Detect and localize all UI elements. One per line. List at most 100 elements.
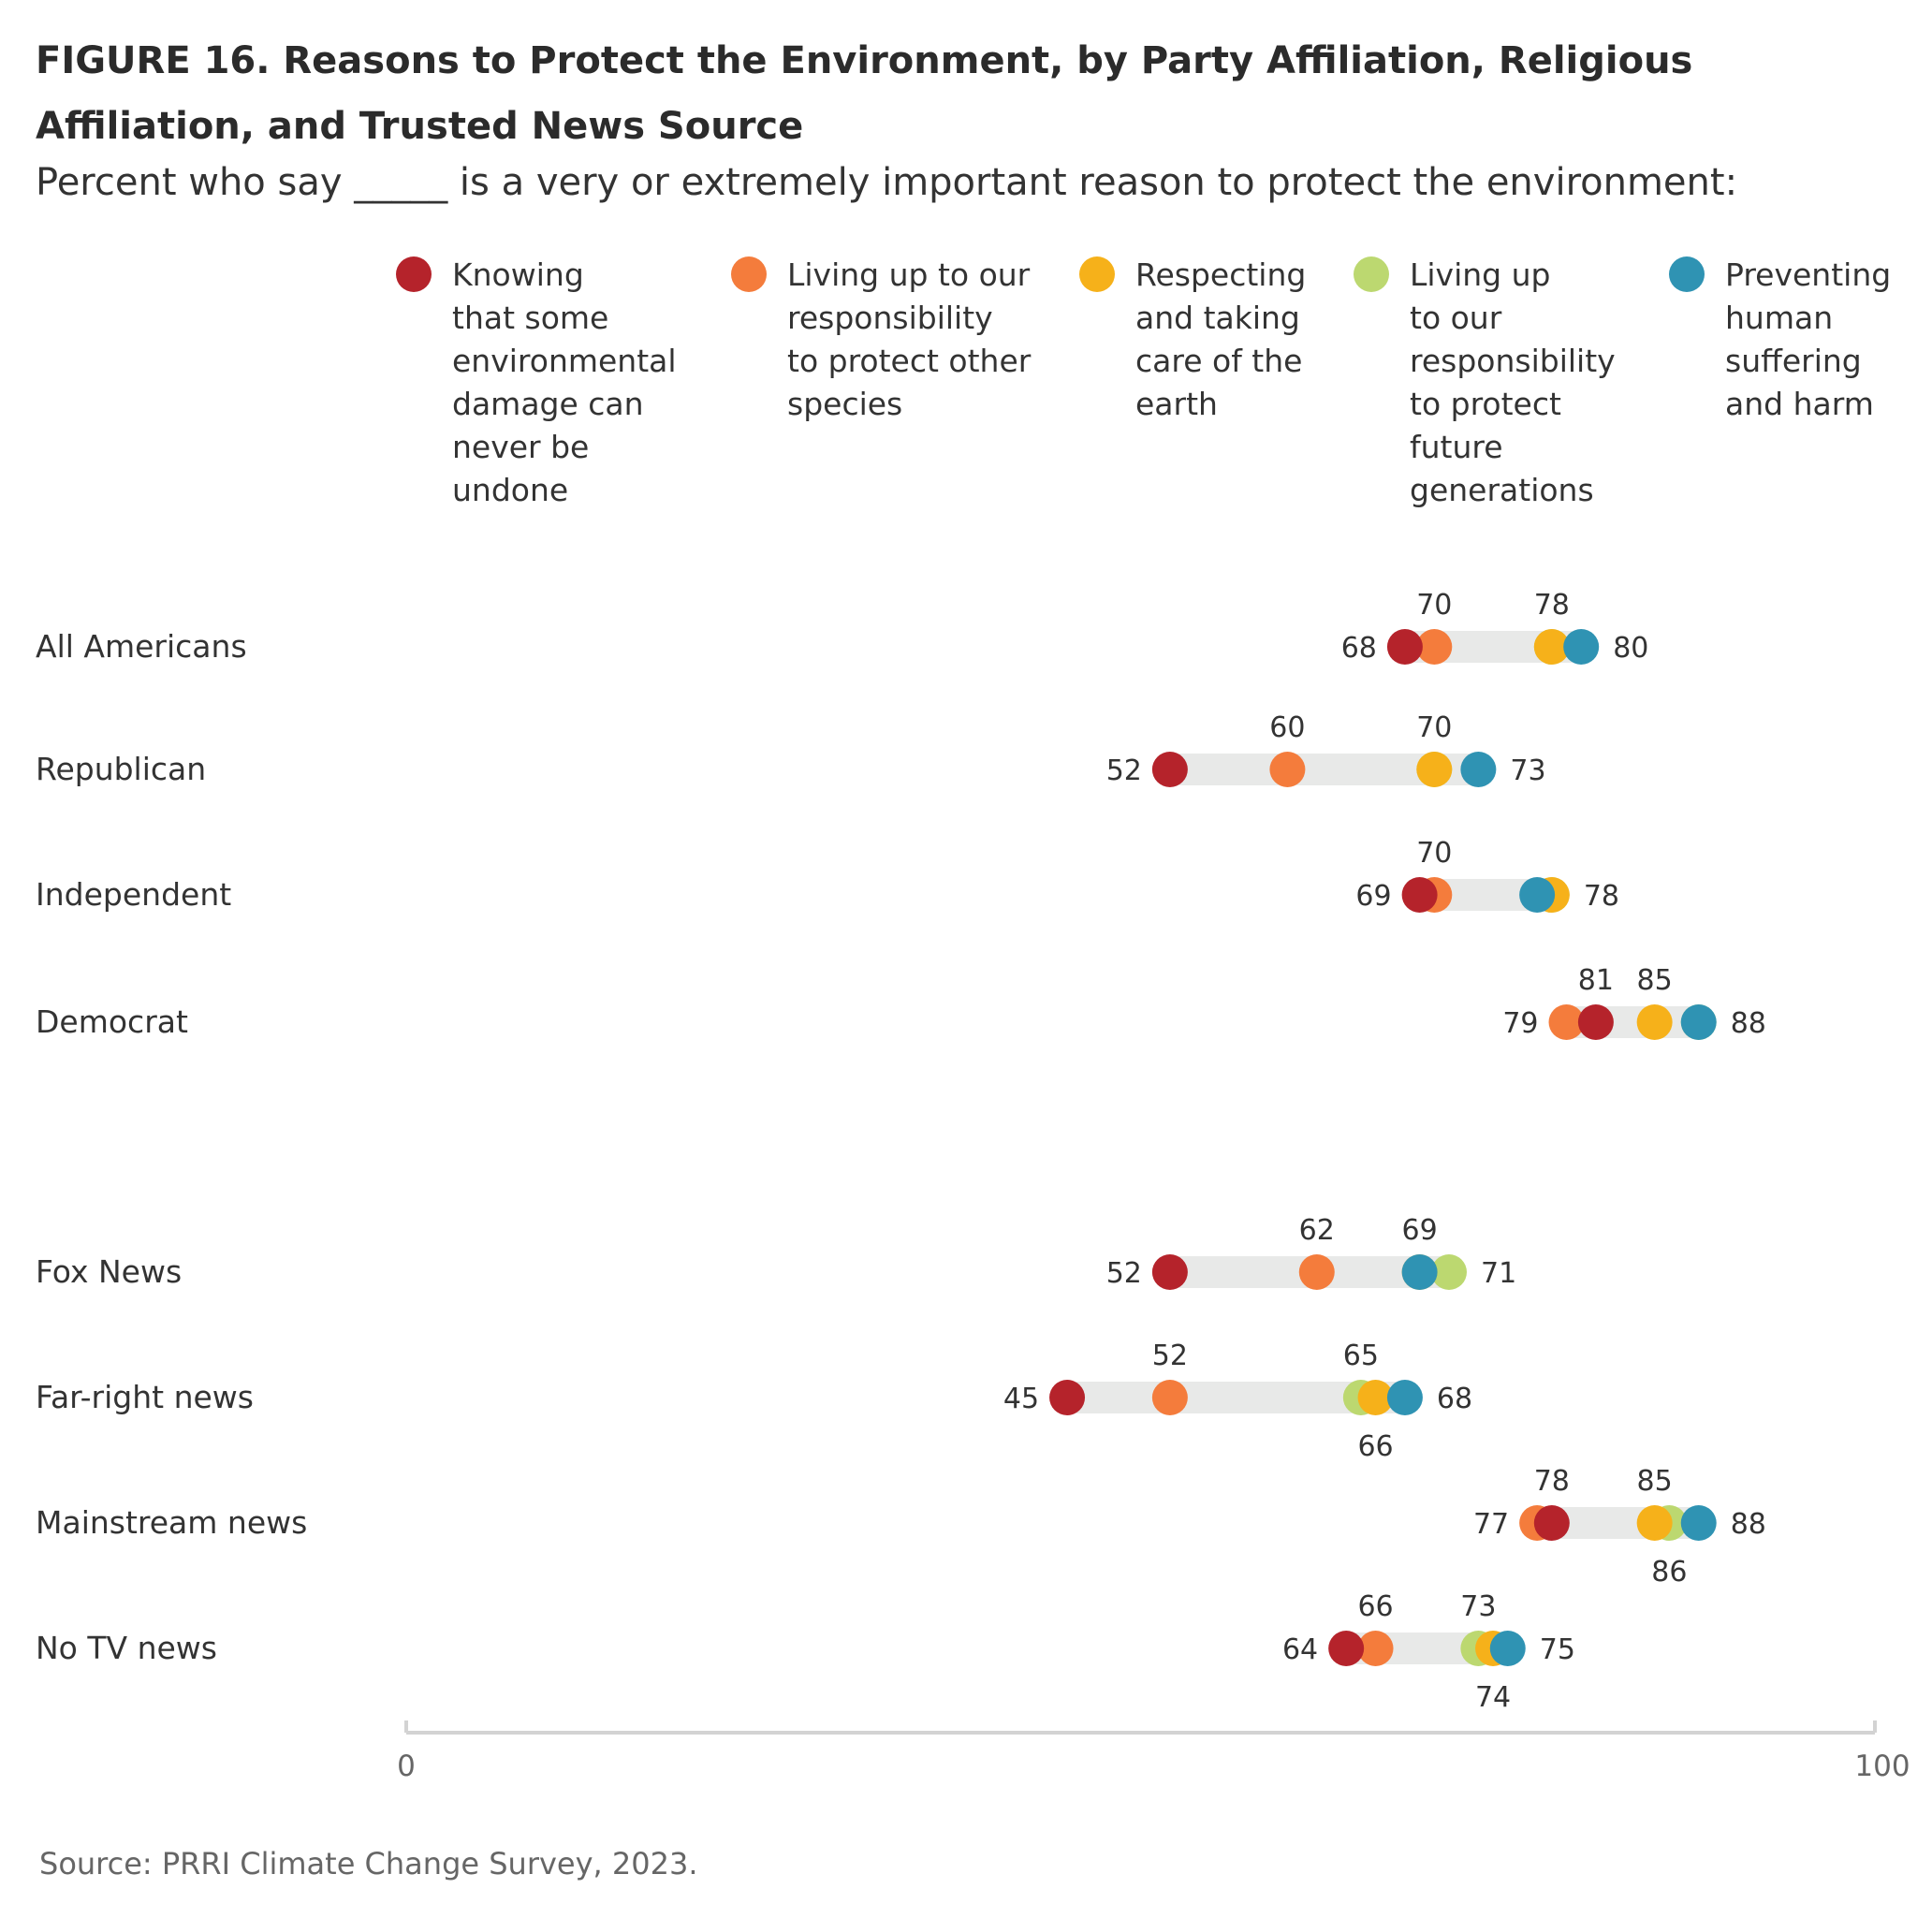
legend-label: to protect other <box>787 343 1032 379</box>
legend-label: and harm <box>1725 386 1874 422</box>
data-point <box>1049 1380 1086 1415</box>
data-label: 79 <box>1502 1007 1538 1040</box>
data-label: 71 <box>1481 1257 1516 1290</box>
legend-item: Knowing that some environmental damage can n… <box>396 256 677 508</box>
data-point <box>1416 752 1453 787</box>
data-label: 69 <box>1355 880 1391 913</box>
data-point <box>1563 629 1600 665</box>
legend-label: care of the <box>1135 343 1302 379</box>
legend-label: species <box>787 386 902 422</box>
data-point <box>1519 877 1556 913</box>
data-point <box>1460 752 1497 787</box>
legend-label: responsibility <box>787 300 993 336</box>
chart-row: Independent 69 70 78 <box>36 837 1619 913</box>
data-label: 62 <box>1299 1214 1335 1247</box>
legend-label: responsibility <box>1410 343 1616 379</box>
data-point <box>1151 1380 1188 1415</box>
data-label: 70 <box>1416 589 1452 622</box>
category-label: Fox News <box>36 1253 182 1290</box>
data-label: 73 <box>1460 1590 1496 1623</box>
data-point <box>1357 1631 1394 1666</box>
data-point <box>1386 1380 1423 1415</box>
legend-label: Respecting <box>1135 256 1306 293</box>
chart-title: FIGURE 16. Reasons to Protect the Enviro… <box>36 39 1693 148</box>
chart-rows: All Americans 68 70 78 80 Republican 52 60 70 73 I… <box>36 589 1766 1714</box>
data-point <box>1151 1254 1188 1290</box>
tick-label: 0 <box>397 1750 416 1783</box>
data-point <box>1533 1505 1570 1541</box>
data-point <box>1577 1004 1614 1040</box>
legend-marker <box>1669 256 1705 292</box>
category-label: Mainstream news <box>36 1504 307 1541</box>
legend-label: Preventing <box>1725 256 1891 293</box>
chart-row: Far-right news 45 52 65 66 68 <box>36 1340 1472 1463</box>
data-label: 68 <box>1341 632 1377 665</box>
legend-marker <box>396 256 432 292</box>
data-label: 52 <box>1152 1340 1188 1372</box>
legend-label: human <box>1725 300 1833 336</box>
data-point <box>1430 1254 1467 1290</box>
chart-row: All Americans 68 70 78 80 <box>36 589 1648 665</box>
data-label: 65 <box>1343 1340 1379 1372</box>
data-label: 88 <box>1731 1007 1766 1040</box>
data-label: 68 <box>1437 1383 1472 1415</box>
tick-label: 100 <box>1854 1750 1910 1783</box>
data-point <box>1548 1004 1585 1040</box>
legend-label: Living up <box>1410 256 1550 293</box>
legend-item: Living up to our responsibility to protect… <box>731 256 1032 422</box>
legend-label: that some <box>452 300 608 336</box>
data-point <box>1357 1380 1394 1415</box>
category-label: Far-right news <box>36 1379 254 1415</box>
data-label: 78 <box>1584 880 1619 913</box>
data-label: 64 <box>1282 1633 1318 1666</box>
data-label: 70 <box>1416 837 1452 870</box>
data-point <box>1269 752 1306 787</box>
data-point <box>1680 1004 1717 1040</box>
category-label: No TV news <box>36 1630 217 1666</box>
data-point <box>1401 1254 1438 1290</box>
legend-label: future <box>1410 429 1503 465</box>
chart-row: Fox News 52 62 69 71 <box>36 1214 1516 1290</box>
data-label: 85 <box>1637 1465 1673 1498</box>
data-label: 73 <box>1510 754 1545 787</box>
chart-subtitle: Percent who say _____ is a very or extre… <box>36 161 1738 204</box>
legend-label: to our <box>1410 300 1502 336</box>
data-point <box>1328 1631 1365 1666</box>
legend-item: Preventing human suffering and harm <box>1669 256 1891 422</box>
data-point <box>1151 752 1188 787</box>
legend-marker <box>731 256 767 292</box>
legend-marker <box>1354 256 1389 292</box>
data-label: 75 <box>1540 1633 1575 1666</box>
legend-label: environmental <box>452 343 677 379</box>
data-label: 78 <box>1534 1465 1570 1498</box>
legend-label: to protect <box>1410 386 1561 422</box>
data-label: 78 <box>1534 589 1570 622</box>
legend-marker <box>1079 256 1115 292</box>
data-point <box>1533 629 1570 665</box>
data-label: 70 <box>1416 711 1452 744</box>
data-point <box>1636 1505 1673 1541</box>
data-label: 88 <box>1731 1508 1766 1541</box>
legend-label: suffering <box>1725 343 1862 379</box>
data-label: 86 <box>1651 1556 1687 1589</box>
data-label: 80 <box>1613 632 1648 665</box>
data-label: 66 <box>1357 1590 1393 1623</box>
data-point <box>1636 1004 1673 1040</box>
legend-label: never be <box>452 429 589 465</box>
legend-item: Respecting and taking care of the earth <box>1079 256 1306 422</box>
chart-row: Republican 52 60 70 73 <box>36 711 1546 787</box>
category-label: Democrat <box>36 1003 188 1040</box>
chart-row: Democrat 79 81 85 88 <box>36 964 1766 1040</box>
data-label: 60 <box>1269 711 1305 744</box>
x-axis: 0 100 <box>397 1720 1910 1783</box>
chart-row: Mainstream news 77 78 85 86 88 <box>36 1465 1766 1589</box>
data-label: 45 <box>1003 1383 1039 1415</box>
legend-item: Living up to our responsibility to protect f… <box>1354 256 1616 508</box>
chart-row: No TV news 64 66 73 74 75 <box>36 1590 1575 1714</box>
source-note: Source: PRRI Climate Change Survey, 2023… <box>39 1846 698 1881</box>
data-label: 52 <box>1106 754 1142 787</box>
legend: Knowing that some environmental damage can n… <box>396 256 1891 508</box>
category-label: Independent <box>36 876 231 913</box>
data-label: 74 <box>1475 1681 1511 1714</box>
